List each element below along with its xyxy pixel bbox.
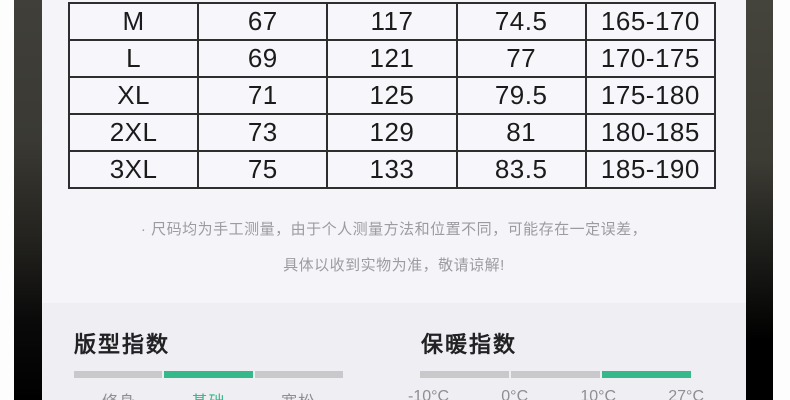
value-cell: 73: [197, 113, 329, 152]
temp-label-1: -10°C: [408, 388, 450, 400]
size-chart-table: M 67 117 74.5 165-170 L 69 121 77 170-17…: [67, 2, 717, 189]
fit-index-bar: [74, 371, 343, 378]
value-cell: 77: [455, 39, 587, 78]
size-cell: 2XL: [67, 113, 200, 152]
table-row: M 67 117 74.5 165-170: [67, 2, 717, 41]
value-cell: 79.5: [455, 76, 587, 115]
value-cell: 117: [326, 2, 458, 41]
table-row: 2XL 73 129 81 180-185: [67, 113, 717, 152]
fit-index-labels: 修身 基础 宽松: [74, 388, 343, 400]
disclaimer-line-2: 具体以收到实物为准，敬请谅解!: [283, 257, 505, 274]
fit-index-title: 版型指数: [74, 332, 171, 357]
value-cell: 71: [197, 76, 329, 115]
value-cell: 170-175: [584, 39, 717, 78]
temp-label-2: 0°C: [501, 388, 529, 400]
table-row: XL 71 125 79.5 175-180: [67, 76, 717, 115]
value-cell: 81: [455, 113, 587, 152]
value-cell: 129: [326, 113, 458, 152]
fit-bar-segment: [254, 371, 343, 378]
value-cell: 75: [197, 150, 329, 189]
warmth-bar-segment-active: [602, 371, 691, 378]
fit-bar-segment: [74, 371, 163, 378]
table-row: 3XL 75 133 83.5 185-190: [67, 150, 717, 189]
temp-label-4: 27°C: [668, 388, 704, 400]
detail-image-content: M 67 117 74.5 165-170 L 69 121 77 170-17…: [42, 0, 746, 400]
photo-edge-left: [14, 0, 42, 400]
photo-edge-right: [746, 0, 773, 400]
size-cell: 3XL: [67, 150, 200, 189]
value-cell: 175-180: [584, 76, 717, 115]
measurement-disclaimer: · 尺码均为手工测量，由于个人测量方法和位置不同，可能存在一定误差， 具体以收到…: [42, 212, 746, 284]
size-cell: L: [67, 39, 200, 78]
warmth-index-labels: -10°C 0°C 10°C 27°C: [408, 388, 704, 400]
temp-label-3: 10°C: [580, 388, 617, 400]
disclaimer-line-1: · 尺码均为手工测量，由于个人测量方法和位置不同，可能存在一定误差，: [140, 221, 648, 238]
value-cell: 125: [326, 76, 458, 115]
table-row: L 69 121 77 170-175: [67, 39, 717, 78]
value-cell: 121: [326, 39, 458, 78]
value-cell: 69: [197, 39, 329, 78]
fit-label-loose: 宽松: [253, 388, 343, 400]
warmth-bar-segment: [420, 371, 509, 378]
fit-bar-segment-active: [164, 371, 253, 378]
value-cell: 67: [197, 2, 329, 41]
fit-label-slim: 修身: [74, 388, 164, 400]
value-cell: 185-190: [584, 150, 717, 189]
value-cell: 74.5: [455, 2, 587, 41]
value-cell: 180-185: [584, 113, 717, 152]
warmth-index-bar: [420, 371, 691, 378]
size-cell: M: [67, 2, 200, 41]
fit-label-basic: 基础: [164, 388, 254, 400]
warmth-bar-segment: [511, 371, 600, 378]
index-panel: 版型指数 修身 基础 宽松 保暖指数 -10°C 0°C 10°C: [42, 303, 746, 400]
value-cell: 83.5: [455, 150, 587, 189]
value-cell: 165-170: [584, 2, 717, 41]
warmth-index-title: 保暖指数: [421, 332, 518, 357]
value-cell: 133: [326, 150, 458, 189]
size-cell: XL: [67, 76, 200, 115]
